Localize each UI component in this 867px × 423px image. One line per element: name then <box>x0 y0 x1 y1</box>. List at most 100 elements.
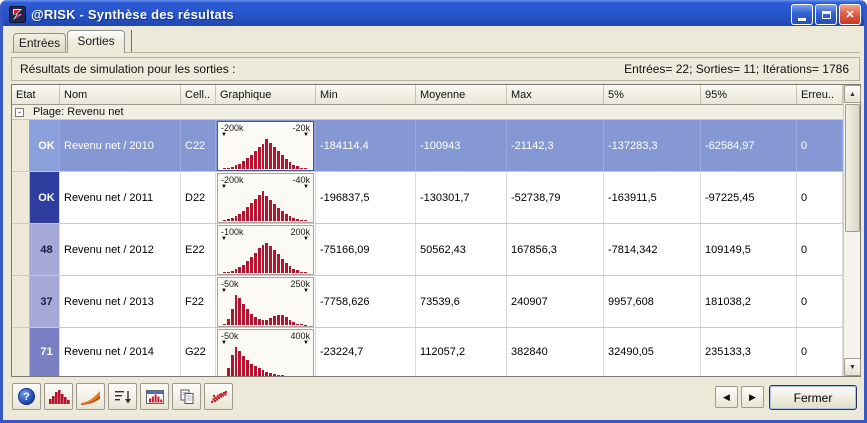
histogram-thumbnail[interactable]: -200k -40k ▼ ▼ <box>217 173 314 223</box>
maximize-icon <box>821 10 831 19</box>
table-row[interactable]: 71 Revenu net / 2014 G22 -50k 400k ▼ ▼ -23224,7… <box>12 328 843 376</box>
left-marker-icon[interactable]: ▼ <box>221 236 227 242</box>
histogram-bars <box>223 347 308 376</box>
collapse-icon[interactable]: - <box>15 107 24 117</box>
status-badge: OK <box>30 120 60 171</box>
fermer-button[interactable]: Fermer <box>769 385 857 410</box>
histogram-bar <box>242 210 246 221</box>
histogram-bar <box>273 146 277 169</box>
histogram-bar <box>277 207 280 221</box>
app-icon <box>9 6 26 23</box>
table-row[interactable]: OK Revenu net / 2010 C22 -200k -20k ▼ ▼ -184114… <box>12 120 843 172</box>
title-bar: @RISK - Synthèse des résultats ✕ <box>3 0 864 29</box>
output-name-cell: Revenu net / 2013 <box>60 276 181 327</box>
close-button[interactable]: ✕ <box>839 4 861 25</box>
histogram-bars <box>223 191 308 221</box>
vertical-scrollbar[interactable]: ▲ ▼ <box>843 85 861 376</box>
errors-cell: 0 <box>797 172 843 223</box>
histogram-bar <box>226 271 230 273</box>
histogram-thumbnail[interactable]: -50k 400k ▼ ▼ <box>217 329 314 376</box>
group-row[interactable]: - Plage: Revenu net <box>12 105 843 120</box>
column-header-nom[interactable]: Nom <box>60 85 181 105</box>
histogram-bar <box>234 347 238 376</box>
right-marker-icon[interactable]: ▼ <box>303 132 309 138</box>
histogram-bar <box>280 375 284 376</box>
output-name-cell: Revenu net / 2012 <box>60 224 181 275</box>
histogram-bar <box>265 371 269 376</box>
nav-next-button[interactable]: ▶ <box>741 386 764 408</box>
right-marker-icon[interactable]: ▼ <box>303 288 309 294</box>
histogram-bar <box>223 220 226 221</box>
column-header-min[interactable]: Min <box>316 85 416 105</box>
column-header-95-[interactable]: 95% <box>701 85 797 105</box>
histogram-thumbnail[interactable]: -200k -20k ▼ ▼ <box>217 121 314 171</box>
min-cell: -23224,7 <box>316 328 416 376</box>
min-cell: -196837,5 <box>316 172 416 223</box>
column-header-graphique[interactable]: Graphique <box>216 85 316 105</box>
tab-sorties[interactable]: Sorties <box>67 30 125 53</box>
column-header-etat[interactable]: Etat <box>12 85 60 105</box>
cell-ref-cell: G22 <box>181 328 216 376</box>
maximize-button[interactable] <box>815 4 837 25</box>
left-marker-icon[interactable]: ▼ <box>221 340 227 346</box>
scatter-button[interactable] <box>204 383 233 410</box>
row-gutter <box>12 276 30 327</box>
right-marker-icon[interactable]: ▼ <box>303 236 309 242</box>
histogram-bar <box>273 204 277 221</box>
histogram-bar <box>265 243 269 273</box>
histogram-bar <box>242 161 246 169</box>
histogram-thumbnail[interactable]: -100k 200k ▼ ▼ <box>217 225 314 275</box>
graph-cell: -50k 250k ▼ ▼ <box>216 276 316 327</box>
tab-entrees[interactable]: Entrées <box>13 33 66 52</box>
histogram-bar <box>230 270 234 273</box>
histogram-bar <box>284 213 288 221</box>
table-row[interactable]: OK Revenu net / 2011 D22 -200k -40k ▼ ▼ -196837… <box>12 172 843 224</box>
histogram-bar <box>292 217 296 221</box>
nav-previous-button[interactable]: ◀ <box>715 386 738 408</box>
right-marker-icon[interactable]: ▼ <box>303 340 309 346</box>
left-marker-icon[interactable]: ▼ <box>221 132 227 138</box>
left-marker-icon[interactable]: ▼ <box>221 184 227 190</box>
column-header-cell-[interactable]: Cell.. <box>181 85 216 105</box>
help-button[interactable]: ? <box>12 383 41 410</box>
histogram-bar <box>238 163 242 169</box>
left-marker-icon[interactable]: ▼ <box>221 288 227 294</box>
histogram-bar <box>269 372 273 376</box>
results-table: Etat Nom Cell.. Graphique Min Moyenne Max 5% 95%… <box>11 84 861 377</box>
column-header-erreu-[interactable]: Erreu.. <box>797 85 843 105</box>
histogram-bar <box>288 161 292 169</box>
cumulative-curve-button[interactable] <box>76 383 105 410</box>
sort-button[interactable] <box>108 383 137 410</box>
histogram-bar <box>223 323 226 325</box>
histogram-bar <box>292 268 296 273</box>
output-name-cell: Revenu net / 2011 <box>60 172 181 223</box>
cell-ref-cell: C22 <box>181 120 216 171</box>
column-header-5-[interactable]: 5% <box>604 85 701 105</box>
histogram-bar <box>296 323 300 325</box>
histogram-view-button[interactable] <box>44 383 73 410</box>
p95-cell: 235133,3 <box>701 328 797 376</box>
row-gutter <box>12 328 30 376</box>
p5-cell: 32490,05 <box>604 328 701 376</box>
histogram-bar <box>250 203 253 221</box>
minimize-button[interactable] <box>791 4 813 25</box>
table-row[interactable]: 37 Revenu net / 2013 F22 -50k 250k ▼ ▼ -7758,62… <box>12 276 843 328</box>
histogram-bar <box>288 319 292 325</box>
histogram-bar <box>296 270 300 273</box>
copy-button[interactable] <box>172 383 201 410</box>
table-row[interactable]: 48 Revenu net / 2012 E22 -100k 200k ▼ ▼ -75166,… <box>12 224 843 276</box>
histogram-bar <box>257 319 261 325</box>
scroll-down-button[interactable]: ▼ <box>844 358 861 376</box>
errors-cell: 0 <box>797 224 843 275</box>
right-marker-icon[interactable]: ▼ <box>303 184 309 190</box>
column-header-max[interactable]: Max <box>507 85 604 105</box>
histogram-bar <box>277 374 280 376</box>
column-header-moyenne[interactable]: Moyenne <box>416 85 507 105</box>
scroll-up-button[interactable]: ▲ <box>844 85 861 103</box>
scroll-thumb[interactable] <box>845 104 860 232</box>
histogram-bar <box>234 216 238 221</box>
graph-cell: -200k -20k ▼ ▼ <box>216 120 316 171</box>
mean-cell: -100943 <box>416 120 507 171</box>
report-button[interactable] <box>140 383 169 410</box>
histogram-thumbnail[interactable]: -50k 250k ▼ ▼ <box>217 277 314 327</box>
